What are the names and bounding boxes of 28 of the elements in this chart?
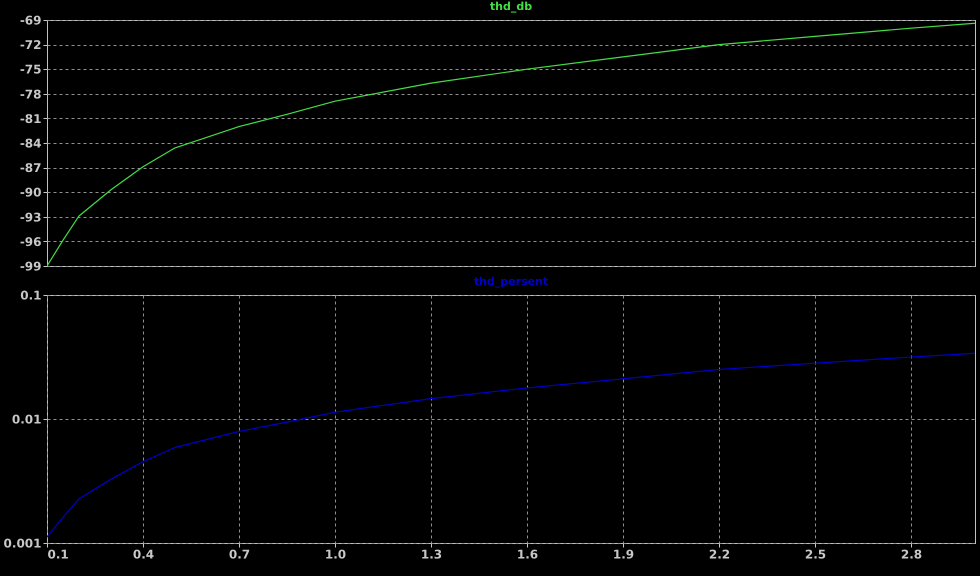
text: thd_persent [474,275,548,288]
x-tick-label: 1.9 [612,548,634,562]
y-tick-label: -99 [20,260,42,274]
y-tick-label: -78 [20,87,42,102]
x-tick-label: 1.6 [516,548,538,562]
y-tick-label: -93 [20,210,42,224]
y-tick-label: -69 [20,14,42,28]
y-tick-label: 0.01 [12,412,42,426]
line-series [47,22,975,266]
text: thd_db [490,0,532,13]
x-tick-label: 0.1 [48,548,69,562]
y-tick-label: 0.001 [4,536,42,550]
x-tick-label: 2.8 [900,548,922,562]
y-tick-label: -84 [20,136,42,150]
x-tick-label: 0.4 [132,548,154,562]
y-tick-label: -75 [20,62,42,77]
x-tick-label: 2.5 [804,548,826,562]
x-tick-label: 2.2 [708,548,730,562]
line-series [47,352,975,538]
y-tick-label: -72 [20,38,42,52]
y-tick-label: 0.1 [20,288,42,302]
y-tick-label: -96 [20,234,42,249]
y-tick-label: -81 [20,112,42,126]
x-tick-label: 0.7 [228,548,250,562]
x-tick-label: 1.3 [420,548,442,562]
y-tick-label: -90 [20,186,42,200]
y-tick-label: -87 [20,161,42,176]
x-tick-label: 1.0 [324,548,346,562]
